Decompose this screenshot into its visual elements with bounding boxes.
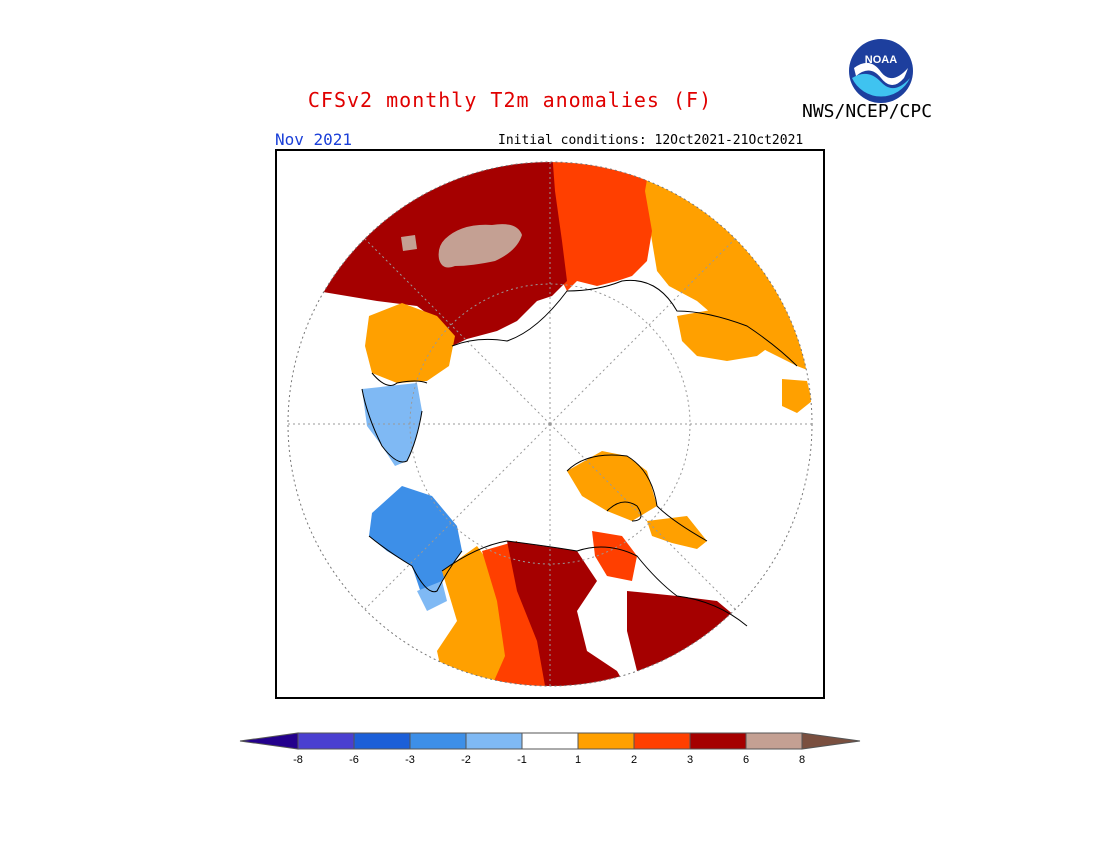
colorbar-bin	[353, 732, 411, 750]
meridian-line	[549, 423, 736, 610]
colorbar-bin	[745, 732, 803, 750]
anomaly-blue-alaska	[369, 486, 462, 596]
anomaly-brown-small	[401, 235, 417, 251]
anomaly-red-central-russia	[547, 162, 652, 291]
anomaly-orange-scandinavia	[365, 303, 455, 383]
colorbar-label: 2	[631, 754, 637, 766]
color-scale-bar: -8 -6 -3 -2 -1 1 2 3 6 8	[239, 732, 861, 766]
coastlines	[361, 279, 798, 627]
meridian-line	[364, 423, 551, 610]
colorbar-arrow-low	[239, 732, 299, 750]
colorbar-arrow-high	[801, 732, 861, 750]
colorbar-label: 8	[799, 754, 805, 766]
anomaly-blue-greenland-atlantic	[362, 383, 422, 466]
colorbar-label: 6	[743, 754, 749, 766]
colorbar-bin	[689, 732, 747, 750]
anomaly-orange-arctic-canada	[567, 451, 657, 521]
colorbar-bin	[465, 732, 523, 750]
anomaly-orange-scattered-arctic-coast	[677, 309, 777, 361]
colorbar-label: -3	[405, 754, 415, 766]
anomaly-darkred-eastern-canada	[627, 591, 747, 686]
colorbar-bin	[297, 732, 355, 750]
meridian-line	[549, 238, 736, 425]
colorbar-label: -6	[349, 754, 359, 766]
colorbar-bin	[633, 732, 691, 750]
anomaly-darkred-canada-us	[507, 541, 632, 686]
colorbar-label: -8	[293, 754, 303, 766]
organization-label: NWS/NCEP/CPC	[802, 101, 933, 122]
anomaly-lightblue-alaska-edge	[417, 581, 447, 611]
colorbar-bin	[409, 732, 467, 750]
svg-text:NOAA: NOAA	[865, 54, 897, 66]
colorbar-label: -1	[517, 754, 527, 766]
meridian-line	[364, 238, 551, 425]
noaa-logo: NOAA	[849, 39, 913, 103]
colorbar-label: -2	[461, 754, 471, 766]
initial-conditions: Initial conditions: 12Oct2021-21Oct2021	[498, 133, 804, 148]
polar-anomaly-map	[275, 149, 825, 699]
map-title: CFSv2 monthly T2m anomalies (F)	[307, 88, 713, 112]
colorbar-label: 3	[687, 754, 693, 766]
anomaly-orange-japan	[782, 379, 812, 413]
anomaly-orange-greenland-south	[647, 516, 707, 549]
anomaly-brown-eastern-europe	[438, 224, 522, 268]
colorbar-bin	[521, 732, 579, 750]
anomaly-red-hudson-area	[592, 531, 637, 581]
forecast-month: Nov 2021	[275, 130, 353, 149]
colorbar-label: 1	[575, 754, 581, 766]
colorbar-bin	[577, 732, 635, 750]
